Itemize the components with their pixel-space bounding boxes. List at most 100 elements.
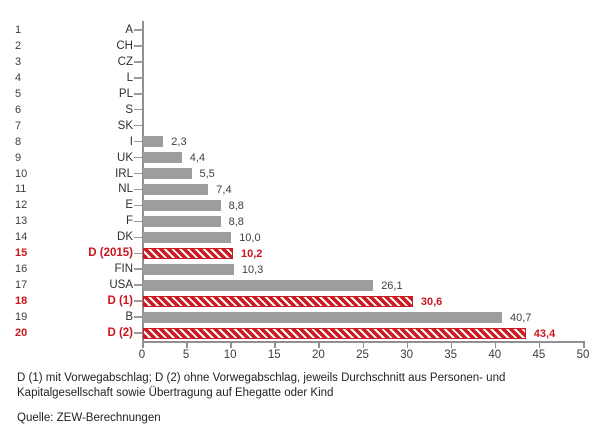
y-axis-tick xyxy=(134,140,142,143)
bar-value-label: 10,0 xyxy=(239,231,261,244)
x-axis-tick-label: 0 xyxy=(138,349,146,361)
rank-label: 20 xyxy=(15,327,28,340)
x-axis-tick-label: 30 xyxy=(400,349,413,361)
bar-value-label: 43,4 xyxy=(533,327,556,340)
x-axis-tick-label: 5 xyxy=(182,349,190,361)
bar xyxy=(143,152,182,164)
y-axis-tick xyxy=(134,188,142,191)
rank-label: 15 xyxy=(15,247,28,260)
rank-label: 13 xyxy=(15,215,28,228)
rank-label: 14 xyxy=(15,231,28,244)
rank-label: 11 xyxy=(15,183,27,196)
country-label: UK xyxy=(117,151,133,164)
rank-label: 6 xyxy=(15,103,22,116)
rank-label: 19 xyxy=(15,311,28,324)
x-axis-tick-label: 40 xyxy=(488,349,502,361)
country-label: D (1) xyxy=(107,295,133,308)
y-axis-tick xyxy=(134,220,142,223)
bar xyxy=(143,279,374,291)
y-axis-line xyxy=(142,21,144,342)
y-axis-tick xyxy=(134,172,142,175)
rank-label: 16 xyxy=(15,263,28,276)
country-label: E xyxy=(125,199,133,212)
x-axis-tick xyxy=(142,341,144,348)
bar-value-label: 7,4 xyxy=(216,183,232,196)
x-axis-tick-label: 50 xyxy=(576,349,590,361)
x-axis-tick-label: 45 xyxy=(532,349,546,361)
country-label: IRL xyxy=(115,167,133,180)
country-label: F xyxy=(125,215,133,228)
y-axis-tick xyxy=(134,124,142,127)
footnote: D (1) mit Vorwegabschlag; D (2) ohne Vor… xyxy=(17,371,505,401)
y-axis-tick xyxy=(134,316,142,318)
country-label: DK xyxy=(117,231,133,244)
x-axis-tick xyxy=(538,341,541,348)
bar xyxy=(143,199,221,211)
x-axis-tick xyxy=(406,341,409,348)
y-axis-tick xyxy=(134,29,142,31)
bar-highlighted xyxy=(143,327,526,339)
x-axis-tick xyxy=(494,341,497,348)
x-axis-tick xyxy=(583,341,585,348)
x-axis-tick-label: 25 xyxy=(356,349,369,361)
bar-value-label: 4,4 xyxy=(189,152,206,165)
bar-value-label: 30,6 xyxy=(420,295,443,308)
x-axis-tick xyxy=(230,341,232,348)
bar-value-label: 8,8 xyxy=(228,215,244,228)
bar-value-label: 40,7 xyxy=(509,311,532,324)
rank-label: 12 xyxy=(15,199,28,212)
x-axis-tick-label: 20 xyxy=(311,349,325,361)
country-label: B xyxy=(125,311,133,324)
rank-label: 7 xyxy=(15,119,22,132)
y-axis-tick xyxy=(134,236,142,239)
y-axis-tick xyxy=(134,77,142,79)
rank-label: 10 xyxy=(15,167,28,180)
country-label: D (2015) xyxy=(88,247,133,260)
bar-value-label: 10,3 xyxy=(241,263,264,276)
rank-label: 2 xyxy=(15,39,22,52)
x-axis-tick-label: 10 xyxy=(223,349,237,361)
y-axis-tick xyxy=(134,284,142,286)
x-axis-tick xyxy=(362,341,364,348)
y-axis-tick xyxy=(134,156,142,159)
x-axis-tick xyxy=(450,341,453,348)
bar-value-label: 5,5 xyxy=(199,168,215,181)
rank-label: 17 xyxy=(15,279,28,292)
x-axis-tick xyxy=(274,341,276,348)
country-label: CH xyxy=(116,39,133,52)
rank-label: 18 xyxy=(15,295,28,308)
rank-label: 8 xyxy=(15,135,22,148)
rank-label: 4 xyxy=(15,71,22,84)
country-label: SK xyxy=(117,119,133,132)
bar-value-label: 26,1 xyxy=(381,279,403,292)
bar xyxy=(143,183,209,195)
bar xyxy=(143,231,232,243)
bar-highlighted xyxy=(143,247,233,259)
bar xyxy=(143,263,234,275)
country-label: S xyxy=(125,103,133,116)
x-axis-tick-label: 35 xyxy=(444,349,458,361)
bar-value-label: 8,8 xyxy=(228,199,244,212)
y-axis-tick xyxy=(134,332,142,334)
plot-area: 1 A 2 CH 3 CZ 4 L 5 PL 6 S 7 SK 8 I 2,3 9 UK 4,4 10 IRL 5,5 11 N… xyxy=(15,21,590,361)
x-axis-tick-label: 15 xyxy=(267,349,281,361)
y-axis-tick xyxy=(134,252,142,255)
rank-label: 9 xyxy=(15,151,22,164)
country-label: PL xyxy=(118,87,133,100)
bar-value-label: 2,3 xyxy=(171,136,187,149)
country-label: D (2) xyxy=(107,327,133,340)
bar xyxy=(143,168,192,180)
bar-value-label: 10,2 xyxy=(240,247,263,260)
country-label: L xyxy=(126,71,133,84)
x-axis-tick xyxy=(318,341,320,348)
footnote-line: D (1) mit Vorwegabschlag; D (2) ohne Vor… xyxy=(17,372,506,384)
y-axis-tick xyxy=(134,108,142,111)
country-label: CZ xyxy=(117,55,133,68)
y-axis-tick xyxy=(134,93,142,95)
source-note: Quelle: ZEW-Berechnungen xyxy=(17,412,161,424)
x-axis-tick xyxy=(186,341,188,348)
bar xyxy=(143,311,502,323)
rank-label: 3 xyxy=(15,55,22,68)
country-label: USA xyxy=(109,279,133,292)
country-label: NL xyxy=(118,183,133,196)
